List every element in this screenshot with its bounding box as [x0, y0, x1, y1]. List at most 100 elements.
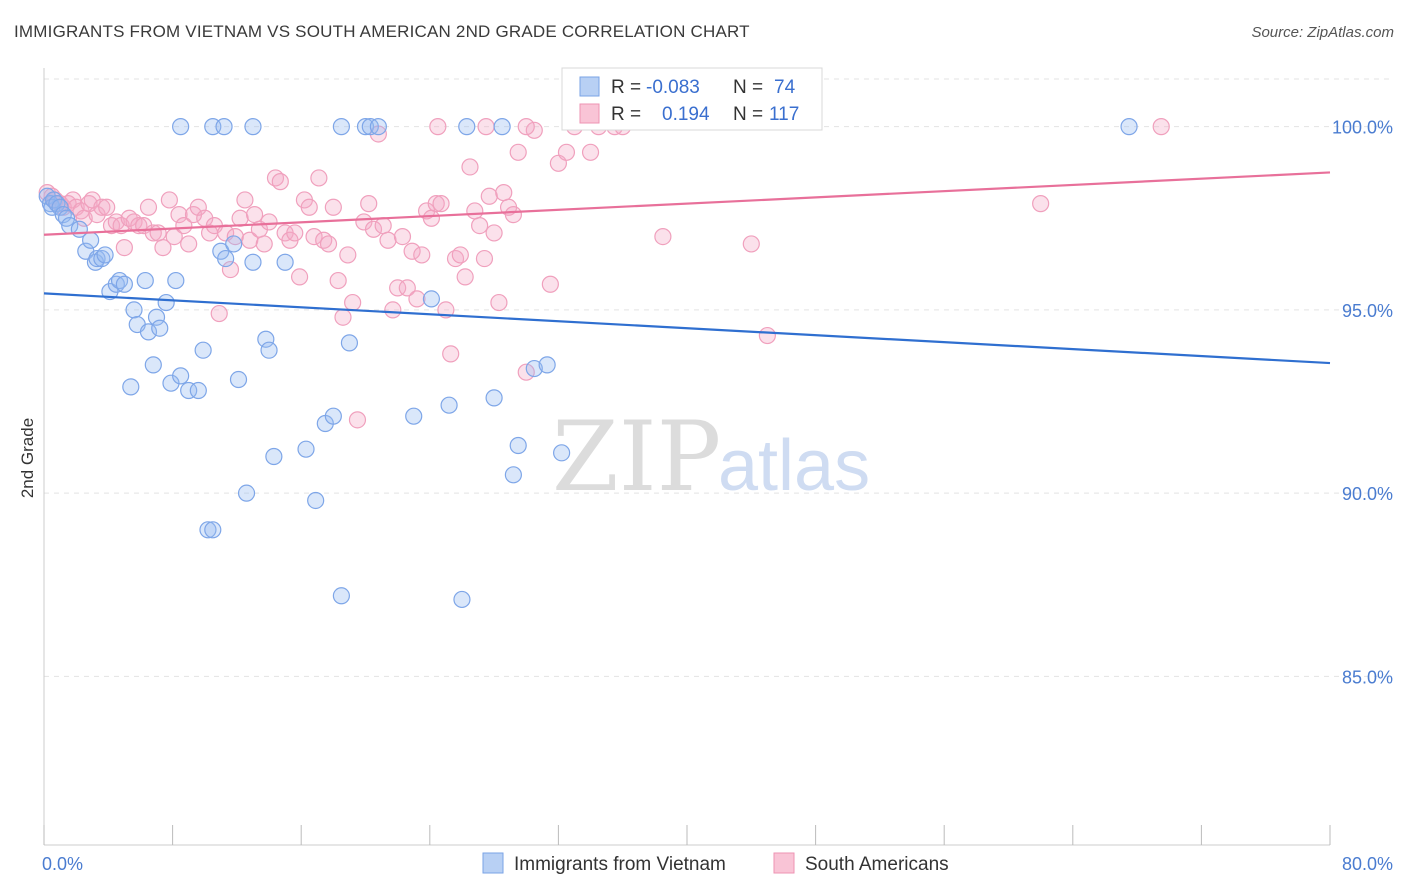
south-americans-point-81	[427, 195, 445, 213]
south-americans-point-33	[189, 198, 207, 216]
south-americans-point-65	[348, 411, 367, 429]
south-americans-point-64	[344, 293, 362, 312]
south-americans-point-37	[210, 304, 228, 323]
vietnam-point-64	[172, 118, 190, 136]
vietnam-point-71	[458, 118, 476, 136]
vietnam-point-62	[538, 356, 556, 374]
legend-r-value-2: 0.194	[662, 104, 710, 125]
south-americans-point-47	[260, 213, 278, 231]
vietnam-point-40	[229, 370, 248, 389]
south-americans-point-56	[305, 227, 323, 246]
south-americans-point-90	[471, 216, 489, 235]
south-americans-point-97	[504, 206, 522, 224]
vietnam-point-24	[147, 308, 166, 326]
south-americans-point-57	[310, 169, 328, 187]
vietnam-point-31	[122, 378, 140, 396]
south-americans-point-74	[393, 227, 412, 246]
vietnam-point-48	[307, 491, 325, 510]
vietnam-point-61	[525, 359, 543, 378]
south-americans-point-42	[236, 191, 254, 209]
south-americans-point-39	[221, 260, 240, 279]
legend-n-label-1: N =	[733, 77, 763, 98]
vietnam-point-60	[504, 466, 522, 484]
south-americans-point-91	[475, 249, 494, 268]
south-americans-point-80	[422, 209, 441, 227]
vietnam-point-63	[553, 444, 571, 462]
south-americans-point-29	[170, 206, 188, 224]
vietnam-point-38	[217, 249, 235, 268]
vietnam-point-22	[136, 271, 154, 290]
vietnam-point-13	[88, 249, 106, 268]
south-americans-point-105	[581, 143, 600, 161]
south-americans-point-89	[466, 202, 484, 220]
vietnam-point-46	[276, 253, 294, 271]
south-americans-point-100	[525, 121, 543, 139]
vietnam-point-44	[260, 341, 278, 359]
vietnam-point-29	[172, 367, 190, 385]
vietnam-point-11	[82, 231, 100, 249]
vietnam-point-33	[189, 381, 207, 400]
y-axis-label: 2nd Grade	[18, 418, 37, 498]
trend-lines	[43, 171, 1331, 365]
legend-swatch-south-americans	[579, 103, 600, 124]
vietnam-point-36	[204, 521, 222, 539]
south-americans-point-84	[442, 345, 460, 363]
vietnam-point-47	[297, 440, 315, 458]
vietnam-point-41	[237, 484, 256, 502]
y-tick-labels: 85.0% 90.0% 95.0% 100.0%	[1332, 118, 1393, 688]
south-americans-point-27	[160, 191, 178, 209]
south-americans-point-92	[480, 187, 498, 205]
y-tick-label-1: 90.0%	[1342, 484, 1393, 504]
south-americans-point-98	[509, 143, 527, 161]
south-americans-point-75	[398, 279, 416, 297]
vietnam-point-26	[157, 293, 175, 312]
trend-line-vietnam	[43, 292, 1331, 365]
south-americans-point-60	[324, 198, 342, 216]
vietnam-point-23	[139, 323, 158, 341]
vietnam-point-42	[244, 253, 262, 271]
vietnam-point-35	[199, 521, 217, 539]
south-americans-point-26	[154, 238, 172, 257]
south-americans-point-46	[255, 235, 273, 253]
vietnam-point-39	[225, 235, 243, 253]
y-tick-label-0: 85.0%	[1342, 667, 1393, 687]
vietnam-point-34	[194, 341, 212, 359]
south-americans-point-82	[432, 195, 450, 213]
vietnam-point-53	[356, 118, 375, 136]
south-americans-point-111	[477, 118, 495, 136]
x-tick-label-0: 0.0%	[42, 854, 83, 874]
vietnam-point-28	[167, 271, 185, 290]
vietnam-point-67	[244, 118, 262, 136]
south-americans-point-62	[334, 308, 352, 326]
south-americans-point-18	[115, 238, 133, 257]
x-tick-label-1: 80.0%	[1342, 854, 1393, 874]
south-americans-point-93	[485, 224, 503, 242]
vietnam-point-59	[509, 436, 527, 455]
vietnam-point-30	[144, 356, 162, 374]
x-tick-labels: 0.0% 80.0%	[42, 854, 1393, 874]
vietnam-point-72	[493, 118, 511, 136]
legend-r-label-1: R =	[611, 77, 641, 98]
vietnam-point-55	[422, 290, 441, 308]
south-americans-point-114	[1152, 118, 1170, 136]
watermark: ZIP atlas	[552, 401, 870, 513]
south-americans-point-61	[329, 271, 347, 290]
y-tick-label-3: 100.0%	[1332, 118, 1393, 138]
series-vietnam	[38, 118, 1138, 609]
bottom-legend-south-americans: South Americans	[805, 854, 949, 875]
vietnam-point-54	[405, 407, 423, 425]
chart-title: IMMIGRANTS FROM VIETNAM VS SOUTH AMERICA…	[14, 22, 750, 41]
vietnam-point-56	[440, 396, 458, 414]
bottom-legend-swatch-south-americans	[773, 852, 795, 874]
vietnam-point-57	[453, 590, 471, 609]
south-americans-point-70	[374, 216, 392, 235]
south-americans-point-23	[139, 198, 158, 216]
south-americans-point-109	[1032, 195, 1050, 213]
south-americans-point-30	[175, 216, 193, 235]
south-americans-point-94	[490, 293, 508, 312]
south-americans-point-78	[413, 246, 431, 264]
legend-n-label-2: N =	[733, 104, 763, 125]
south-americans-point-99	[517, 363, 535, 381]
south-americans-point-53	[290, 268, 309, 286]
